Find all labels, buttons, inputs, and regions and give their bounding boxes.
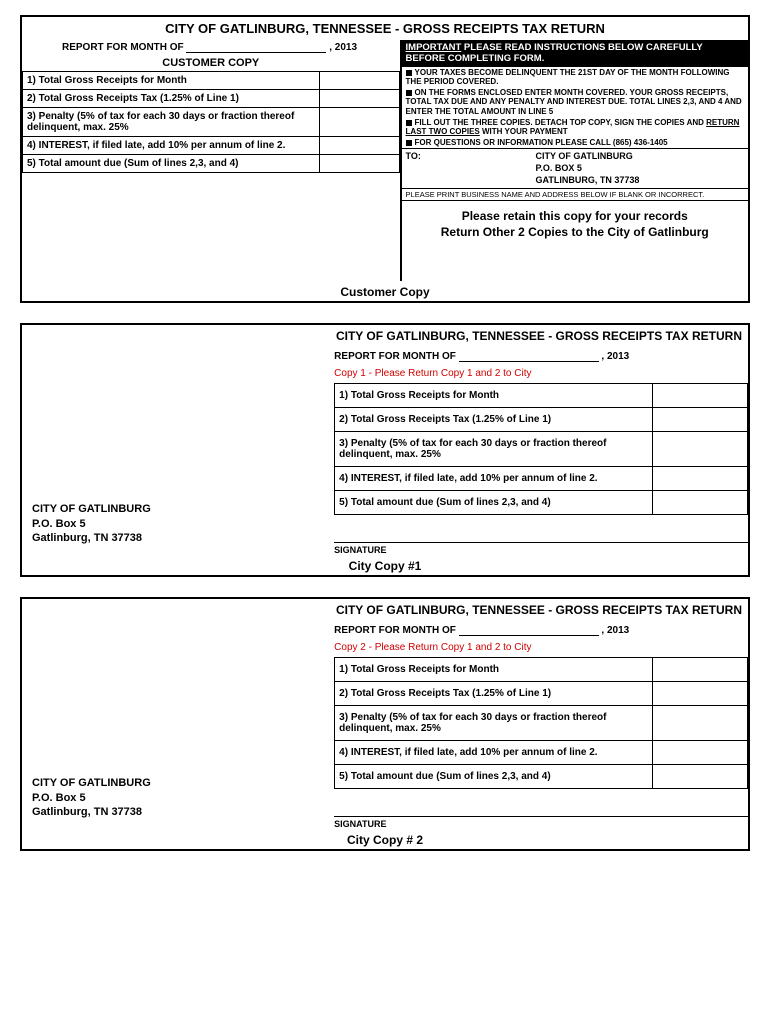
retain-msg-1: Please retain this copy for your records <box>402 201 748 225</box>
left-panel: REPORT FOR MONTH OF , 2013 CUSTOMER COPY… <box>22 40 400 173</box>
lines-table: 1) Total Gross Receipts for Month 2) Tot… <box>22 71 400 173</box>
form-title: CITY OF GATLINBURG, TENNESSEE - GROSS RE… <box>22 17 748 40</box>
line3-label: 3) Penalty (5% of tax for each 30 days o… <box>23 108 320 137</box>
month-blank-3[interactable] <box>459 626 599 636</box>
footer-city-copy-1: City Copy #1 <box>22 555 748 575</box>
copy1-table: 1) Total Gross Receipts for Month 2) Tot… <box>334 383 748 515</box>
line1-label: 1) Total Gross Receipts for Month <box>23 72 320 90</box>
copy2-table: 1) Total Gross Receipts for Month 2) Tot… <box>334 657 748 789</box>
footer-customer-copy: Customer Copy <box>22 281 748 301</box>
line4-amount[interactable] <box>319 137 399 155</box>
footer-city-copy-2: City Copy # 2 <box>22 829 748 849</box>
form-title-3: CITY OF GATLINBURG, TENNESSEE - GROSS RE… <box>22 599 748 619</box>
line5-label: 5) Total amount due (Sum of lines 2,3, a… <box>23 155 320 173</box>
report-line-2: REPORT FOR MONTH OF , 2013 <box>334 345 748 366</box>
to-addr-1: CITY OF GATLINBURG <box>536 151 640 163</box>
signature-line-1[interactable] <box>334 525 748 543</box>
month-blank[interactable] <box>186 43 326 53</box>
instructions-panel: IMPORTANT PLEASE READ INSTRUCTIONS BELOW… <box>400 40 748 281</box>
to-block: TO: CITY OF GATLINBURG P.O. BOX 5 GATLIN… <box>402 148 748 189</box>
month-blank-2[interactable] <box>459 352 599 362</box>
signature-line-2[interactable] <box>334 799 748 817</box>
report-prefix: REPORT FOR MONTH OF <box>62 42 184 53</box>
line3-amount[interactable] <box>319 108 399 137</box>
line2-amount[interactable] <box>319 90 399 108</box>
form-title-2: CITY OF GATLINBURG, TENNESSEE - GROSS RE… <box>22 325 748 345</box>
report-line-3: REPORT FOR MONTH OF , 2013 <box>334 619 748 640</box>
instr-2: ON THE FORMS ENCLOSED ENTER MONTH COVERE… <box>402 87 748 117</box>
print-note: PLEASE PRINT BUSINESS NAME AND ADDRESS B… <box>402 189 748 201</box>
city-copy-1-section: CITY OF GATLINBURG, TENNESSEE - GROSS RE… <box>20 323 750 577</box>
to-addr-3: GATLINBURG, TN 37738 <box>536 175 640 187</box>
to-addr-2: P.O. BOX 5 <box>536 163 640 175</box>
line1-amount[interactable] <box>319 72 399 90</box>
instr-3: FILL OUT THE THREE COPIES. DETACH TOP CO… <box>402 117 748 137</box>
customer-copy-section: CITY OF GATLINBURG, TENNESSEE - GROSS RE… <box>20 15 750 303</box>
signature-label-1: SIGNATURE <box>334 543 748 555</box>
line4-label: 4) INTEREST, if filed late, add 10% per … <box>23 137 320 155</box>
copy2-red-note: Copy 2 - Please Return Copy 1 and 2 to C… <box>334 640 748 657</box>
city-copy-2-section: CITY OF GATLINBURG, TENNESSEE - GROSS RE… <box>20 597 750 851</box>
line5-amount[interactable] <box>319 155 399 173</box>
sender-address-2: CITY OF GATLINBURG P.O. Box 5 Gatlinburg… <box>32 776 151 819</box>
customer-copy-label: CUSTOMER COPY <box>22 55 400 71</box>
instr-1: YOUR TAXES BECOME DELINQUENT THE 21ST DA… <box>402 67 748 87</box>
sender-address-1: CITY OF GATLINBURG P.O. Box 5 Gatlinburg… <box>32 502 151 545</box>
report-year: , 2013 <box>329 42 357 53</box>
retain-msg-2: Return Other 2 Copies to the City of Gat… <box>402 225 748 241</box>
instr-4: FOR QUESTIONS OR INFORMATION PLEASE CALL… <box>402 137 748 148</box>
signature-label-2: SIGNATURE <box>334 817 748 829</box>
line2-label: 2) Total Gross Receipts Tax (1.25% of Li… <box>23 90 320 108</box>
important-header: IMPORTANT PLEASE READ INSTRUCTIONS BELOW… <box>402 40 748 67</box>
copy1-red-note: Copy 1 - Please Return Copy 1 and 2 to C… <box>334 366 748 383</box>
